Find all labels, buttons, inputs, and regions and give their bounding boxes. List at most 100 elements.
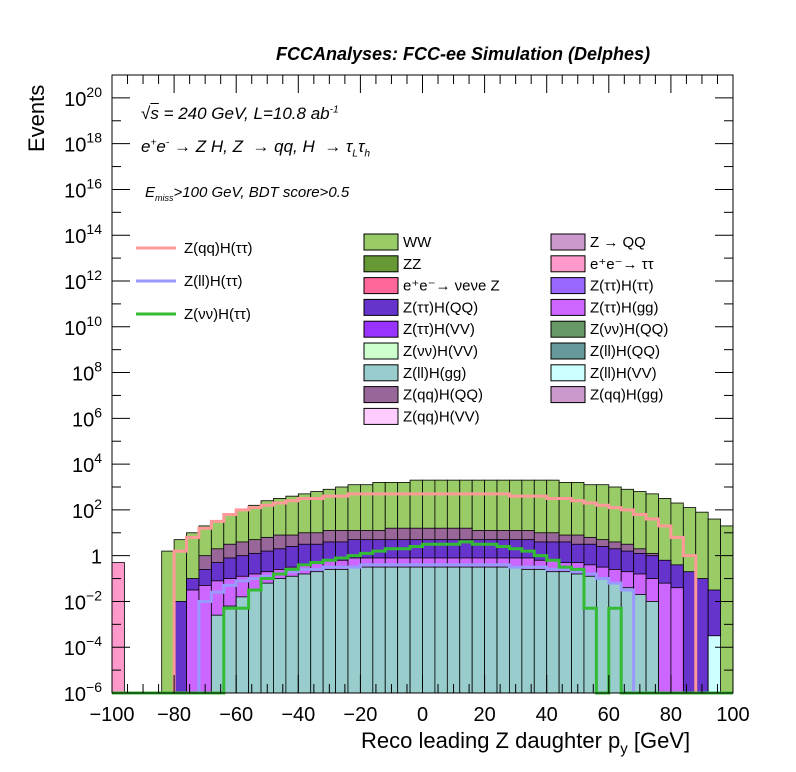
legend-box-label: Z(ll)H(QQ) bbox=[590, 343, 660, 360]
y-tick-label: 1016 bbox=[64, 175, 102, 202]
stack-bar bbox=[670, 587, 684, 694]
stack-bar bbox=[397, 566, 411, 694]
legend-box-label: Z(ll)H(gg) bbox=[403, 365, 466, 382]
legend-box-label: Z(qq)H(VV) bbox=[403, 408, 480, 425]
legend-box-swatch bbox=[550, 364, 586, 382]
y-tick-label: 1018 bbox=[64, 130, 102, 157]
legend-box-label: e⁺e⁻→ ττ bbox=[590, 256, 654, 273]
stack-bar bbox=[186, 589, 200, 694]
edge-bar bbox=[707, 635, 721, 694]
legend-box-swatch bbox=[363, 277, 399, 295]
legend-box-swatch bbox=[550, 277, 586, 295]
y-tick-label: 102 bbox=[72, 496, 102, 523]
stack-bar bbox=[384, 566, 399, 694]
legend-box-swatch bbox=[363, 342, 399, 360]
x-tick-label: −60 bbox=[219, 704, 253, 726]
stack-bar bbox=[173, 601, 187, 694]
legend: Z(qq)H(ττ) Z(ll)H(ττ) Z(νν)H(ττ) WW ZZ e⁺e⁻→ … bbox=[136, 233, 668, 425]
stack-bar bbox=[161, 550, 175, 694]
stack-bar bbox=[533, 569, 548, 694]
stack-bar bbox=[409, 566, 423, 694]
energy-annotation: √s = 240 GeV, L=10.8 ab-1 bbox=[141, 104, 339, 123]
signal-line bbox=[112, 492, 733, 695]
stack-bar bbox=[273, 578, 287, 694]
stack-bar bbox=[223, 605, 237, 694]
stack-bar bbox=[695, 578, 709, 694]
x-tick-label: −40 bbox=[281, 704, 315, 726]
x-tick-label: 80 bbox=[660, 704, 682, 726]
legend-box-label: Z(ττ)H(QQ) bbox=[403, 299, 478, 316]
stack-bar bbox=[633, 594, 647, 694]
stack-bar bbox=[322, 569, 336, 694]
y-tick-label: 104 bbox=[72, 450, 102, 477]
stack-bar bbox=[521, 569, 535, 694]
legend-box-swatch bbox=[363, 298, 399, 316]
y-tick-label: 10−4 bbox=[64, 633, 102, 660]
stack-bar bbox=[546, 571, 560, 694]
cut-annotation: Emiss>100 GeV, BDT score>0.5 bbox=[145, 184, 350, 203]
legend-box-label: Z(νν)H(VV) bbox=[403, 343, 478, 360]
y-tick-label: 108 bbox=[72, 359, 102, 386]
legend-box-label: Z(ll)H(VV) bbox=[590, 365, 657, 382]
legend-box-label: Z(ττ)H(gg) bbox=[590, 299, 659, 316]
legend-box-swatch bbox=[550, 255, 586, 273]
signal-line bbox=[112, 563, 733, 695]
x-axis-label: Reco leading Z daughter py [GeV] bbox=[361, 728, 691, 758]
stack-bar bbox=[310, 571, 324, 694]
stack-layer bbox=[111, 479, 734, 694]
legend-box-label: Z → QQ bbox=[590, 234, 646, 251]
stack-bar bbox=[571, 573, 585, 694]
legend-box-swatch bbox=[363, 320, 399, 338]
x-tick-label: 60 bbox=[598, 704, 620, 726]
x-tick-label: 0 bbox=[417, 704, 428, 726]
y-tick-label: 10−6 bbox=[64, 679, 102, 706]
legend-box-swatch bbox=[363, 386, 399, 404]
y-tick-label: 1020 bbox=[64, 84, 102, 111]
x-tick-label: −20 bbox=[343, 704, 377, 726]
legend-box-swatch bbox=[550, 342, 586, 360]
stack-bar bbox=[235, 596, 250, 694]
stack-bar bbox=[608, 582, 622, 694]
legend-box-swatch bbox=[363, 233, 399, 251]
stack-bar bbox=[583, 575, 597, 694]
axis-ticks-layer: −100 −80 −60 −40 −20 0 20 40 60 80 100 10−6 10−4 10−2… bbox=[64, 74, 750, 726]
x-tick-label: −100 bbox=[89, 704, 134, 726]
x-tick-label: −80 bbox=[157, 704, 191, 726]
stack-bar bbox=[720, 525, 734, 694]
y-tick-label: 1 bbox=[91, 547, 102, 569]
legend-box-label: Z(ττ)H(VV) bbox=[403, 321, 475, 338]
legend-box-swatch bbox=[550, 298, 586, 316]
stack-bar bbox=[459, 566, 473, 694]
stack-bar bbox=[484, 566, 498, 694]
y-tick-label: 1012 bbox=[64, 267, 102, 294]
stack-bar bbox=[509, 566, 523, 694]
stack-bar bbox=[372, 566, 386, 694]
legend-box-swatch bbox=[550, 320, 586, 338]
stack-bar bbox=[595, 578, 610, 694]
legend-line-label: Z(νν)H(ττ) bbox=[184, 306, 251, 323]
legend-box-swatch bbox=[363, 407, 399, 425]
legend-box-label: Z(ττ)H(ττ) bbox=[590, 278, 654, 295]
legend-box-label: e⁺e⁻→ νeνe Z bbox=[403, 278, 500, 295]
stack-bar bbox=[297, 573, 312, 694]
legend-box-label: Z(νν)H(QQ) bbox=[590, 321, 668, 338]
stack-bar bbox=[347, 566, 361, 694]
legend-line-label: Z(qq)H(ττ) bbox=[184, 240, 253, 257]
legend-line-label: Z(ll)H(ττ) bbox=[184, 273, 243, 290]
stack-bar bbox=[645, 601, 659, 694]
stack-bar bbox=[471, 566, 485, 694]
stack-bar bbox=[434, 566, 448, 694]
legend-box-label: Z(qq)H(gg) bbox=[590, 387, 663, 404]
stack-bar bbox=[496, 566, 510, 694]
y-tick-label: 106 bbox=[72, 404, 102, 431]
stack-bar bbox=[260, 582, 274, 694]
legend-box-swatch bbox=[363, 255, 399, 273]
process-annotation: e+e- → Z H, Z → qq, H → τLτh bbox=[141, 137, 370, 160]
legend-box-label: Z(qq)H(QQ) bbox=[403, 387, 483, 404]
y-tick-label: 1014 bbox=[64, 221, 102, 248]
x-tick-label: 100 bbox=[716, 704, 749, 726]
stack-bar bbox=[446, 566, 461, 694]
y-tick-label: 1010 bbox=[64, 313, 102, 340]
stack-bar bbox=[558, 571, 572, 694]
